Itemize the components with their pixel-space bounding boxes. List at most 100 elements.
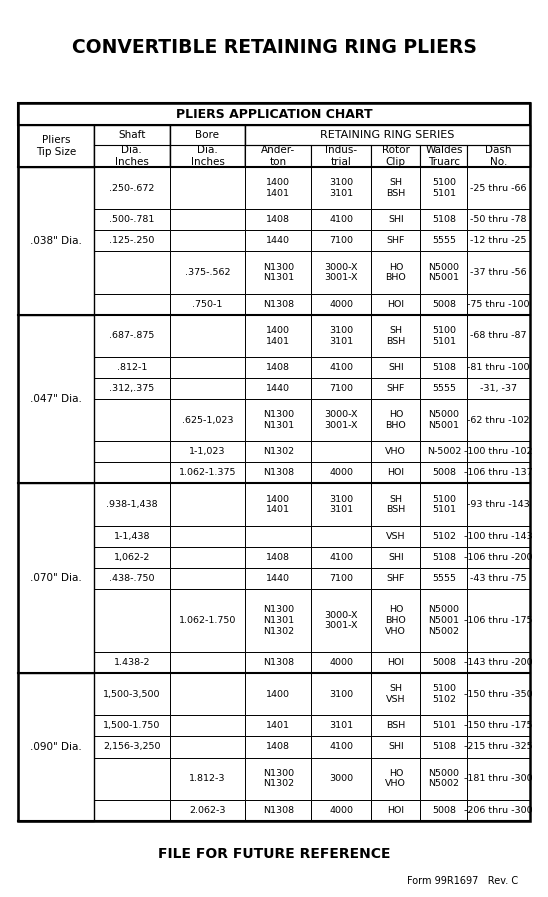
Bar	[246, 145, 311, 167]
Bar	[420, 231, 467, 251]
Bar	[420, 251, 467, 293]
Bar	[371, 357, 420, 378]
Bar	[169, 357, 246, 378]
Bar	[467, 483, 530, 526]
Bar	[18, 441, 94, 462]
Bar	[246, 652, 311, 673]
Text: 2.062-3: 2.062-3	[189, 806, 226, 814]
Bar	[169, 568, 246, 588]
Text: 3000-X
3001-X: 3000-X 3001-X	[324, 410, 358, 430]
Text: SHF: SHF	[387, 384, 405, 393]
Bar	[467, 293, 530, 315]
Bar	[246, 568, 311, 588]
Bar	[467, 441, 530, 462]
Text: SHF: SHF	[387, 237, 405, 246]
Bar	[467, 673, 530, 715]
Bar	[311, 588, 371, 652]
Text: -50 thru -78: -50 thru -78	[470, 215, 527, 224]
Bar	[467, 167, 530, 209]
Bar	[311, 757, 371, 799]
Bar	[420, 588, 467, 652]
Bar	[371, 526, 420, 546]
Text: N1300
N1302: N1300 N1302	[263, 769, 294, 788]
Bar	[18, 483, 94, 526]
Bar	[18, 209, 94, 231]
Bar	[371, 399, 420, 441]
Text: 1401: 1401	[266, 721, 290, 730]
Text: 1440: 1440	[266, 384, 290, 393]
Text: 1400
1401: 1400 1401	[266, 326, 290, 345]
Bar	[169, 251, 246, 293]
Text: 1440: 1440	[266, 574, 290, 583]
Bar	[371, 462, 420, 483]
Bar	[169, 483, 246, 526]
Text: -106 thru -200: -106 thru -200	[465, 553, 533, 562]
Bar	[371, 293, 420, 315]
Bar	[246, 736, 311, 757]
Text: N5000
N5002: N5000 N5002	[429, 769, 459, 788]
Text: Dia.
Inches: Dia. Inches	[191, 145, 224, 167]
Bar	[467, 315, 530, 357]
Bar	[18, 652, 94, 673]
Bar	[169, 736, 246, 757]
Text: -12 thru -25: -12 thru -25	[470, 237, 527, 246]
Text: 3100: 3100	[329, 690, 353, 699]
Bar	[467, 715, 530, 736]
Bar	[467, 757, 530, 799]
Text: 4000: 4000	[329, 658, 353, 667]
Bar	[467, 652, 530, 673]
Text: SHI: SHI	[388, 215, 404, 224]
Text: SH
BSH: SH BSH	[386, 494, 406, 514]
Bar	[94, 399, 169, 441]
Text: .038" Dia.: .038" Dia.	[30, 236, 82, 246]
Text: 1.062-1.750: 1.062-1.750	[179, 616, 236, 625]
Bar	[246, 378, 311, 399]
Bar	[311, 568, 371, 588]
Bar	[420, 757, 467, 799]
Text: VHO: VHO	[385, 448, 406, 457]
Text: 7100: 7100	[329, 384, 353, 393]
Bar	[467, 546, 530, 568]
Bar	[18, 526, 94, 546]
Text: N1308: N1308	[263, 300, 294, 309]
Bar	[311, 736, 371, 757]
Text: Dia.
Inches: Dia. Inches	[115, 145, 149, 167]
Bar	[246, 673, 311, 715]
Text: HOI: HOI	[387, 806, 404, 814]
Text: -106 thru -137: -106 thru -137	[464, 468, 533, 477]
Text: BSH: BSH	[386, 721, 406, 730]
Bar	[94, 231, 169, 251]
Bar	[420, 673, 467, 715]
Bar	[94, 799, 169, 821]
Bar	[246, 483, 311, 526]
Text: Dash
No.: Dash No.	[486, 145, 512, 167]
Text: 5102: 5102	[432, 532, 456, 541]
Bar	[246, 399, 311, 441]
Bar	[94, 652, 169, 673]
Text: RETAINING RING SERIES: RETAINING RING SERIES	[321, 130, 455, 140]
Text: 5008: 5008	[432, 468, 456, 477]
Bar	[467, 526, 530, 546]
Text: 1.062-1.375: 1.062-1.375	[179, 468, 236, 477]
Text: -93 thru -143: -93 thru -143	[467, 500, 530, 509]
Text: .687-.875: .687-.875	[109, 331, 155, 340]
Bar	[18, 167, 94, 315]
Bar	[420, 483, 467, 526]
Bar	[467, 251, 530, 293]
Bar	[371, 315, 420, 357]
Bar	[18, 673, 94, 821]
Bar	[246, 167, 311, 209]
Text: 1400
1401: 1400 1401	[266, 494, 290, 514]
Bar	[18, 357, 94, 378]
Bar	[94, 526, 169, 546]
Text: -143 thru -200: -143 thru -200	[464, 658, 533, 667]
Bar	[246, 799, 311, 821]
Bar	[94, 483, 169, 526]
Bar	[169, 378, 246, 399]
Text: N1300
N1301: N1300 N1301	[263, 263, 294, 283]
Bar	[371, 483, 420, 526]
Text: HO
VHO: HO VHO	[385, 769, 406, 788]
Bar	[467, 736, 530, 757]
Bar	[18, 757, 94, 799]
Bar	[18, 103, 530, 126]
